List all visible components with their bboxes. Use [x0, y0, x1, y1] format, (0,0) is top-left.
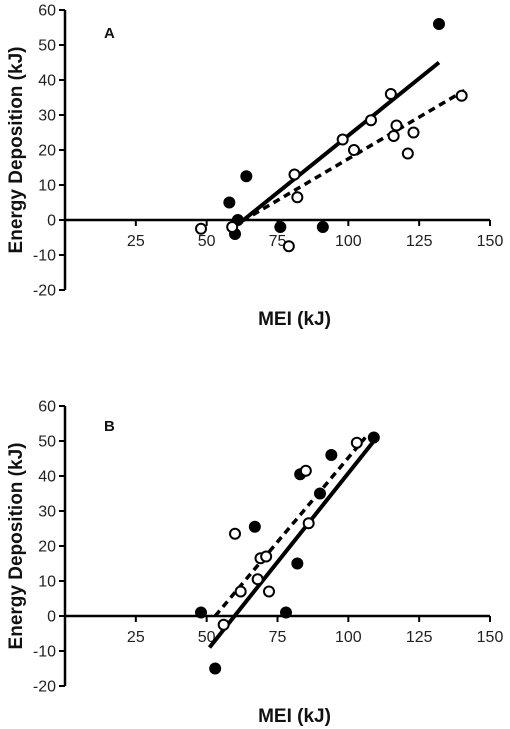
chart-panel-b: -20 -10 0 10 20 30 40 50 60 25 50 75 100 125 150 B MEI (…	[6, 399, 503, 728]
data-point-open	[401, 147, 414, 160]
panel-label: B	[104, 418, 115, 435]
x-tick-label: 125	[406, 233, 433, 250]
y-tick-label: 50	[38, 434, 56, 451]
y-tick-label: 60	[38, 3, 56, 20]
data-point-open	[226, 221, 239, 233]
data-point-open	[260, 550, 273, 563]
y-axis-title: Energy Deposition (kJ)	[6, 47, 27, 254]
data-point-open	[195, 222, 207, 235]
data-point-open	[302, 517, 315, 530]
x-tick-label: 150	[477, 629, 504, 646]
data-point-open	[384, 88, 397, 100]
data-point-filled	[291, 557, 304, 570]
data-point-open	[390, 119, 403, 132]
data-point-filled	[209, 662, 222, 675]
data-point-filled	[248, 520, 261, 533]
data-point-open	[336, 133, 349, 146]
data-point-open	[348, 144, 360, 156]
x-axis-title: MEI (kJ)	[258, 706, 331, 727]
data-point-open	[455, 89, 468, 102]
y-tick-label: 40	[38, 73, 56, 90]
data-point-open	[299, 464, 312, 477]
data-point-filled	[195, 606, 207, 619]
x-tick-label: 50	[198, 629, 216, 646]
fit-line-solid	[207, 436, 379, 649]
y-tick-label: 0	[47, 609, 56, 626]
data-point-filled	[314, 487, 326, 500]
y-tick-label: 20	[38, 143, 56, 160]
data-point-filled	[316, 221, 329, 233]
data-point-open	[291, 191, 304, 204]
y-tick-label: -20	[33, 283, 56, 300]
data-point-open	[350, 436, 363, 449]
x-tick-label: 75	[269, 233, 287, 250]
y-tick-label: 30	[38, 108, 56, 125]
data-point-open	[263, 585, 275, 598]
data-point-open	[407, 126, 420, 139]
data-point-open	[288, 168, 301, 181]
data-point-open	[365, 114, 377, 127]
y-tick-label: 10	[38, 178, 56, 195]
data-point-open	[282, 240, 295, 253]
chart-panel-a: -20 -10 0 10 20 30 40 50 60 25 50 75 100 125 150 A MEI (…	[6, 3, 503, 331]
y-tick-label: 30	[38, 504, 56, 521]
data-point-filled	[280, 606, 292, 619]
data-point-filled	[240, 170, 253, 183]
data-point-filled	[223, 196, 236, 209]
y-tick-label: 0	[47, 213, 56, 230]
y-tick-label: 20	[38, 539, 56, 556]
y-tick-label: 60	[38, 399, 56, 416]
data-point-open	[387, 130, 400, 142]
data-point-open	[229, 527, 241, 540]
x-tick-label: 100	[335, 629, 362, 646]
y-tick-label: -10	[33, 644, 56, 661]
data-point-filled	[367, 431, 380, 444]
data-point-filled	[433, 18, 445, 30]
data-point-open	[251, 573, 264, 586]
y-tick-label: 10	[38, 574, 56, 591]
y-tick-label: 50	[38, 38, 56, 55]
data-point-open	[217, 618, 230, 631]
x-tick-label: 50	[198, 233, 216, 250]
data-point-filled	[325, 449, 338, 461]
y-tick-label: -20	[33, 679, 56, 696]
x-tick-label: 25	[127, 233, 145, 250]
y-axis-title: Energy Deposition (kJ)	[6, 443, 27, 650]
y-tick-label: -10	[33, 248, 56, 265]
y-tick-label: 40	[38, 469, 56, 486]
x-tick-label: 25	[127, 629, 145, 646]
x-axis-title: MEI (kJ)	[258, 309, 331, 330]
x-tick-label: 100	[335, 233, 362, 250]
panel-label: A	[104, 25, 115, 42]
x-tick-label: 150	[477, 233, 504, 250]
x-tick-label: 125	[406, 629, 433, 646]
x-tick-label: 75	[269, 629, 287, 646]
data-point-filled	[274, 221, 287, 233]
data-point-open	[234, 585, 247, 598]
fit-line-dashed	[231, 88, 466, 229]
